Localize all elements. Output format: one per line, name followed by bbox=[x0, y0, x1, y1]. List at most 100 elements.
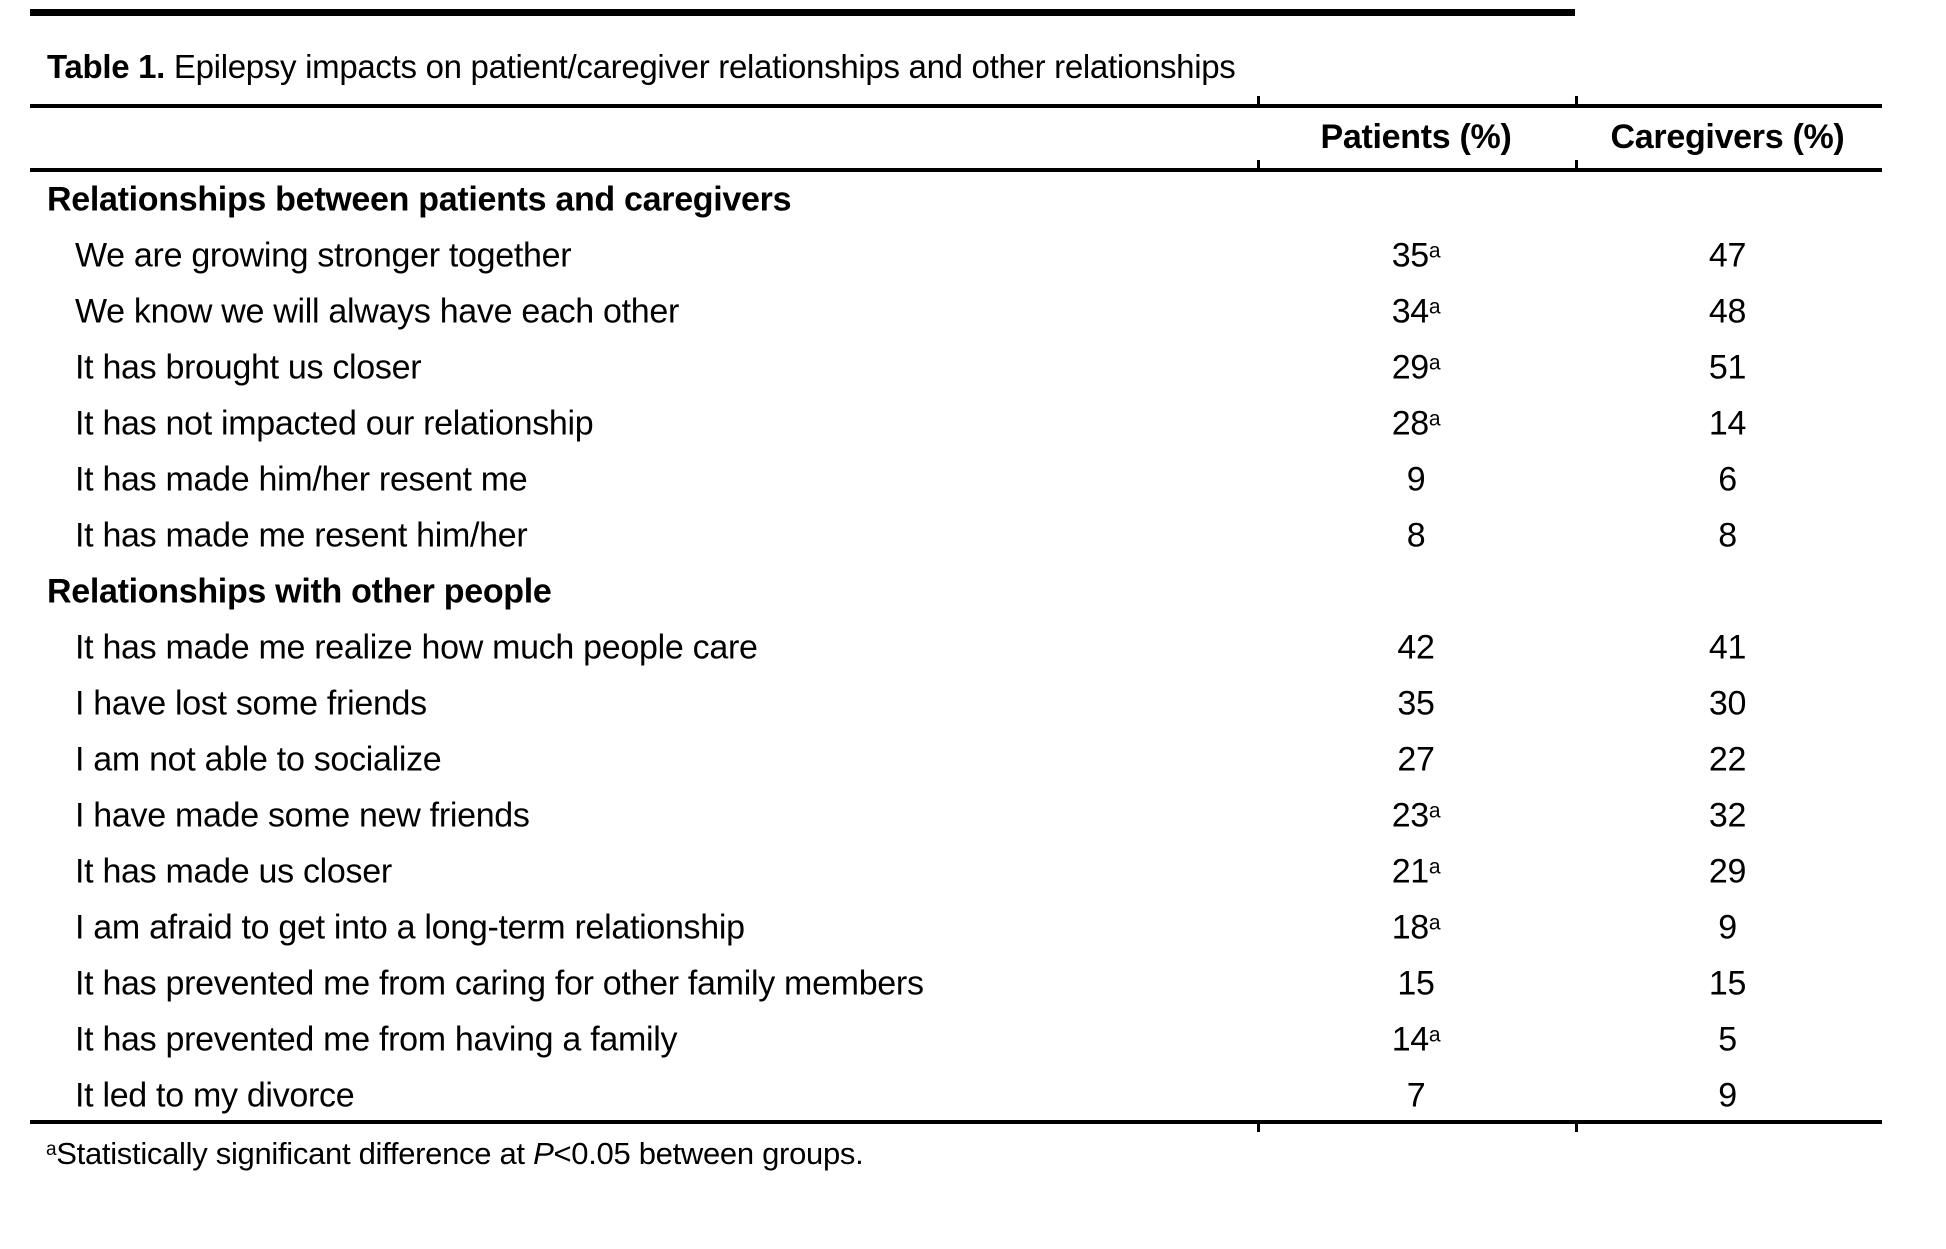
table-row: It has made me realize how much people c… bbox=[0, 620, 1946, 676]
caregivers-value: 32 bbox=[1575, 797, 1880, 836]
caregivers-value: 5 bbox=[1575, 1021, 1880, 1060]
patients-value: 42 bbox=[1257, 629, 1575, 668]
patients-value: 28a bbox=[1257, 405, 1575, 444]
patients-number: 27 bbox=[1397, 740, 1435, 779]
caregivers-value: 15 bbox=[1575, 965, 1880, 1004]
footnote-p-symbol: P bbox=[533, 1136, 554, 1171]
caregivers-value: 48 bbox=[1575, 293, 1880, 332]
section-header-label: Relationships with other people bbox=[47, 572, 552, 611]
row-label: It has prevented me from having a family bbox=[75, 1020, 678, 1059]
patients-value: 34a bbox=[1257, 293, 1575, 332]
table-row: I have made some new friends 23a 32 bbox=[0, 788, 1946, 844]
caregivers-number: 5 bbox=[1718, 1020, 1737, 1059]
table-rows: Relationships between patients and careg… bbox=[0, 172, 1946, 1124]
column-header-patients: Patients (%) bbox=[1320, 118, 1512, 156]
footnote-marker: a bbox=[46, 1139, 57, 1160]
patients-number: 28 bbox=[1391, 404, 1430, 443]
table-row: I am afraid to get into a long-term rela… bbox=[0, 900, 1946, 956]
table-row: We are growing stronger together 35a 47 bbox=[0, 228, 1946, 284]
significance-marker: a bbox=[1428, 1023, 1441, 1047]
significance-marker: a bbox=[1428, 239, 1441, 263]
patients-value: 23a bbox=[1257, 797, 1575, 836]
row-label: I have lost some friends bbox=[75, 684, 427, 723]
row-label: I have made some new friends bbox=[75, 796, 530, 835]
patients-value: 27 bbox=[1257, 741, 1575, 780]
caregivers-number: 51 bbox=[1708, 348, 1747, 387]
patients-number: 35 bbox=[1397, 684, 1435, 723]
table-row: We know we will always have each other 34… bbox=[0, 284, 1946, 340]
row-label: It has made me realize how much people c… bbox=[75, 628, 758, 667]
row-label: I am afraid to get into a long-term rela… bbox=[75, 908, 745, 947]
table-caption: Table 1. Epilepsy impacts on patient/car… bbox=[47, 48, 1236, 86]
row-label: It has made him/her resent me bbox=[75, 460, 528, 499]
table-row: I have lost some friends 35 30 bbox=[0, 676, 1946, 732]
caregivers-number: 14 bbox=[1708, 404, 1747, 443]
table-row: It has prevented me from caring for othe… bbox=[0, 956, 1946, 1012]
table-row: It has not impacted our relationship 28a 1… bbox=[0, 396, 1946, 452]
table-row: It has made us closer 21a 29 bbox=[0, 844, 1946, 900]
patients-number: 42 bbox=[1397, 628, 1435, 667]
caregivers-number: 15 bbox=[1708, 964, 1747, 1003]
significance-marker: a bbox=[1428, 351, 1441, 375]
cell-border-tick bbox=[1257, 160, 1260, 168]
row-label: It led to my divorce bbox=[75, 1076, 355, 1115]
caregivers-number: 9 bbox=[1718, 908, 1737, 947]
patients-value: 7 bbox=[1257, 1077, 1575, 1116]
row-label: It has not impacted our relationship bbox=[75, 404, 594, 443]
footnote-text: <0.05 between groups. bbox=[553, 1136, 864, 1171]
patients-number: 34 bbox=[1391, 292, 1430, 331]
caregivers-number: 47 bbox=[1708, 236, 1747, 275]
row-label: It has made me resent him/her bbox=[75, 516, 528, 555]
caregivers-number: 29 bbox=[1708, 852, 1747, 891]
patients-number: 29 bbox=[1391, 348, 1430, 387]
section-header-row: Relationships with other people bbox=[0, 564, 1946, 620]
cell-border-tick bbox=[1257, 1124, 1260, 1132]
significance-marker: a bbox=[1428, 295, 1441, 319]
patients-number: 14 bbox=[1391, 1020, 1430, 1059]
table-row: It has brought us closer 29a 51 bbox=[0, 340, 1946, 396]
patients-number: 18 bbox=[1391, 908, 1430, 947]
caregivers-value: 30 bbox=[1575, 685, 1880, 724]
table-row: It has made him/her resent me 9 6 bbox=[0, 452, 1946, 508]
caregivers-number: 9 bbox=[1718, 1076, 1737, 1115]
row-label: It has made us closer bbox=[75, 852, 392, 891]
patients-number: 7 bbox=[1406, 1076, 1426, 1115]
caregivers-value: 14 bbox=[1575, 405, 1880, 444]
patients-value: 29a bbox=[1257, 349, 1575, 388]
row-label: It has prevented me from caring for othe… bbox=[75, 964, 924, 1003]
cell-border-tick bbox=[1575, 160, 1578, 168]
patients-value: 9 bbox=[1257, 461, 1575, 500]
caregivers-number: 48 bbox=[1708, 292, 1747, 331]
footnote-text: Statistically significant difference at bbox=[56, 1136, 534, 1171]
caregivers-value: 22 bbox=[1575, 741, 1880, 780]
caregivers-number: 6 bbox=[1718, 460, 1737, 499]
row-label: It has brought us closer bbox=[75, 348, 422, 387]
caregivers-value: 9 bbox=[1575, 1077, 1880, 1116]
patients-number: 9 bbox=[1406, 460, 1426, 499]
caregivers-number: 32 bbox=[1708, 796, 1747, 835]
caregivers-value: 6 bbox=[1575, 461, 1880, 500]
caregivers-value: 41 bbox=[1575, 629, 1880, 668]
caregivers-number: 22 bbox=[1708, 740, 1747, 779]
table-footnote: aStatistically significant difference at… bbox=[46, 1136, 864, 1172]
patients-value: 35 bbox=[1257, 685, 1575, 724]
column-header-caregivers: Caregivers (%) bbox=[1610, 118, 1845, 156]
caregivers-value: 29 bbox=[1575, 853, 1880, 892]
patients-number: 8 bbox=[1406, 516, 1426, 555]
significance-marker: a bbox=[1428, 799, 1441, 823]
patients-value: 21a bbox=[1257, 853, 1575, 892]
caregivers-value: 8 bbox=[1575, 517, 1880, 556]
table-row: It led to my divorce 7 9 bbox=[0, 1068, 1946, 1124]
patients-value: 18a bbox=[1257, 909, 1575, 948]
caregivers-number: 30 bbox=[1708, 684, 1747, 723]
table-row: It has prevented me from having a family… bbox=[0, 1012, 1946, 1068]
caregivers-value: 47 bbox=[1575, 237, 1880, 276]
table-caption-text: Epilepsy impacts on patient/caregiver re… bbox=[165, 48, 1236, 85]
patients-number: 23 bbox=[1391, 796, 1430, 835]
row-label: We are growing stronger together bbox=[75, 236, 572, 275]
patients-value: 35a bbox=[1257, 237, 1575, 276]
caregivers-value: 9 bbox=[1575, 909, 1880, 948]
table-row: I am not able to socialize 27 22 bbox=[0, 732, 1946, 788]
patients-number: 15 bbox=[1397, 964, 1435, 1003]
